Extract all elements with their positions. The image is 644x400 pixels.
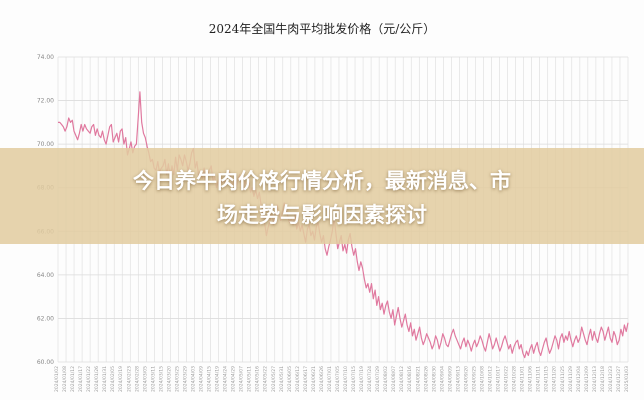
x-tick-label: 2024/10/08	[479, 366, 485, 392]
x-tick-label: 2024/03/20	[166, 366, 172, 392]
x-tick-label: 2024/04/29	[231, 366, 237, 392]
x-tick-label: 2024/12/09	[584, 366, 590, 392]
headline-text: 今日养牛肉价格行情分析，最新消息、市 场走势与影响因素探讨	[0, 164, 644, 232]
x-tick-label: 2024/06/05	[287, 366, 293, 392]
x-tick-label: 2024/12/18	[600, 366, 606, 392]
chart-title: 2024年全国牛肉平均批发价格（元/公斤）	[208, 22, 436, 36]
x-tick-label: 2024/07/10	[343, 366, 349, 392]
x-tick-label: 2024/01/12	[70, 366, 76, 392]
x-tick-label: 2024/11/06	[528, 366, 534, 392]
x-tick-label: 2024/07/01	[327, 366, 333, 392]
x-tick-label: 2024/01/26	[94, 366, 100, 392]
x-tick-label: 2024/05/11	[247, 366, 253, 392]
x-tick-label: 2024/11/15	[544, 366, 550, 392]
x-tick-label: 2024/03/25	[174, 366, 180, 392]
y-tick-label: 70.00	[37, 141, 54, 148]
x-tick-label: 2024/02/05	[110, 366, 116, 392]
y-tick-label: 64.00	[37, 272, 54, 279]
x-tick-label: 2024/11/01	[520, 366, 526, 392]
y-tick-label: 72.00	[37, 98, 54, 105]
x-tick-label: 2024/04/24	[223, 366, 229, 392]
x-tick-label: 2024/11/11	[536, 366, 542, 392]
x-tick-label: 2024/07/24	[367, 366, 373, 392]
x-tick-label: 2024/05/31	[279, 366, 285, 392]
x-tick-label: 2024/03/15	[158, 366, 164, 392]
x-tick-label: 2024/08/07	[391, 366, 397, 392]
x-tick-label: 2024/10/17	[496, 366, 502, 392]
x-tick-label: 2024/10/28	[512, 366, 518, 392]
x-tick-label: 2024/07/15	[351, 366, 357, 392]
x-tick-label: 2024/08/26	[423, 366, 429, 392]
x-tick-label: 2024/04/09	[199, 366, 205, 392]
x-tick-label: 2024/08/30	[431, 366, 437, 392]
x-tick-label: 2024/02/28	[134, 366, 140, 392]
x-tick-label: 2024/05/16	[255, 366, 261, 392]
headline-line-2: 场走势与影响因素探讨	[217, 203, 427, 227]
headline-line-1: 今日养牛肉价格行情分析，最新消息、市	[133, 169, 511, 193]
x-tick-label: 2024/05/22	[263, 366, 269, 392]
x-tick-label: 2024/01/08	[62, 366, 68, 392]
x-tick-label: 2025/01/03	[624, 366, 630, 392]
y-tick-label: 74.00	[37, 54, 54, 61]
x-tick-label: 2024/06/26	[319, 366, 325, 392]
x-tick-label: 2024/01/02	[54, 366, 60, 392]
x-tick-label: 2024/11/20	[552, 366, 558, 392]
x-tick-label: 2024/09/09	[447, 366, 453, 392]
x-tick-label: 2024/08/02	[383, 366, 389, 392]
x-tick-label: 2024/04/15	[207, 366, 213, 392]
x-tick-label: 2024/12/23	[608, 366, 614, 392]
x-tick-label: 2024/10/12	[488, 366, 494, 392]
x-tick-label: 2024/07/19	[359, 366, 365, 392]
x-tick-label: 2024/12/13	[592, 366, 598, 392]
x-tick-label: 2024/11/25	[560, 366, 566, 392]
x-tick-label: 2024/08/21	[415, 366, 421, 392]
x-tick-label: 2024/12/27	[616, 366, 622, 392]
headline-banner: 今日养牛肉价格行情分析，最新消息、市 场走势与影响因素探讨	[0, 148, 644, 244]
x-tick-label: 2024/07/05	[335, 366, 341, 392]
x-tick-label: 2024/01/22	[86, 366, 92, 392]
y-tick-label: 62.00	[37, 315, 54, 322]
x-tick-label: 2024/06/21	[311, 366, 317, 392]
x-tick-label: 2024/12/04	[576, 366, 582, 392]
x-tick-label: 2024/09/13	[455, 366, 461, 392]
x-tick-label: 2024/02/19	[118, 366, 124, 392]
x-tick-label: 2024/03/29	[182, 366, 188, 392]
x-tick-label: 2024/09/20	[463, 366, 469, 392]
x-tick-label: 2024/08/16	[407, 366, 413, 392]
x-tick-label: 2024/07/29	[375, 366, 381, 392]
x-tick-label: 2024/01/17	[78, 366, 84, 392]
x-tick-label: 2024/02/23	[126, 366, 132, 392]
x-tick-label: 2024/11/29	[568, 366, 574, 392]
x-tick-label: 2024/03/11	[150, 366, 156, 392]
x-tick-label: 2024/09/25	[471, 366, 477, 392]
x-tick-label: 2024/06/17	[303, 366, 309, 392]
x-tick-label: 2024/09/04	[439, 366, 445, 392]
x-tick-label: 2024/03/05	[142, 366, 148, 392]
x-tick-label: 2024/01/31	[102, 366, 108, 392]
x-tick-label: 2024/04/19	[215, 366, 221, 392]
y-tick-label: 60.00	[37, 359, 54, 366]
x-tick-label: 2024/08/12	[399, 366, 405, 392]
x-tick-label: 2024/05/27	[271, 366, 277, 392]
x-tick-label: 2024/10/22	[504, 366, 510, 392]
x-tick-label: 2024/04/03	[190, 366, 196, 392]
x-tick-label: 2024/06/12	[295, 366, 301, 392]
x-tick-label: 2024/05/07	[239, 366, 245, 392]
